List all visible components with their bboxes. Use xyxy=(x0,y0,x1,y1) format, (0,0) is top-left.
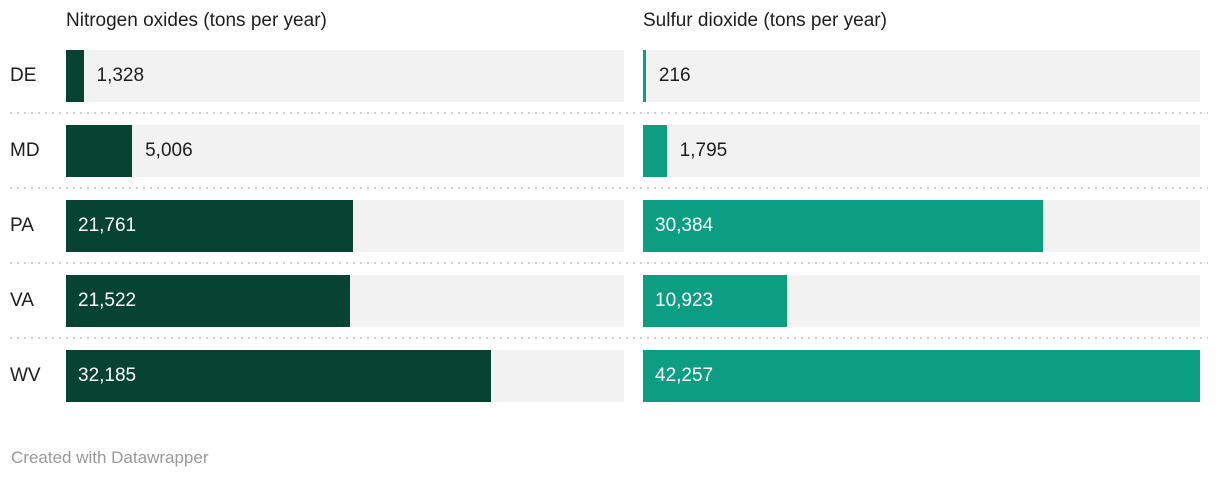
bar xyxy=(66,50,84,102)
bar xyxy=(643,350,1200,402)
datawrapper-credit: Created with Datawrapper xyxy=(11,448,209,467)
bar-track: 5,006 xyxy=(66,125,624,177)
chart-row-pa: PA 21,761 30,384 xyxy=(0,200,1220,252)
bar-value-label: 10,923 xyxy=(655,290,714,311)
bar-track: 21,522 xyxy=(66,275,624,327)
column-header-sulfur-dioxide: Sulfur dioxide (tons per year) xyxy=(643,10,887,31)
column-header-nitrogen-oxides: Nitrogen oxides (tons per year) xyxy=(66,10,327,31)
bar-track: 32,185 xyxy=(66,350,624,402)
bar-value-label: 42,257 xyxy=(655,365,714,386)
bar xyxy=(643,125,667,177)
chart-row-wv: WV 32,185 42,257 xyxy=(0,350,1220,402)
bar xyxy=(643,275,787,327)
row-separator xyxy=(10,187,1208,189)
split-bar-chart: Nitrogen oxides (tons per year) Sulfur d… xyxy=(0,8,1220,467)
row-label: PA xyxy=(10,215,34,236)
row-label: MD xyxy=(10,140,40,161)
row-label: VA xyxy=(10,290,34,311)
bar xyxy=(643,50,646,102)
chart-row-md: MD 5,006 1,795 xyxy=(0,125,1220,177)
chart-rows: DE 1,328 216 MD 5,006 1,795 PA 21,761 30,384 VA 21… xyxy=(0,50,1220,402)
bar-track: 216 xyxy=(643,50,1200,102)
bar xyxy=(66,275,351,327)
bar-value-label: 21,522 xyxy=(78,290,137,311)
bar xyxy=(643,200,1044,252)
row-label: WV xyxy=(10,365,41,386)
bar-value-label: 30,384 xyxy=(655,215,714,236)
bar xyxy=(66,200,354,252)
bar-track: 30,384 xyxy=(643,200,1200,252)
row-separator xyxy=(10,337,1208,339)
bar-value-label: 1,795 xyxy=(679,140,728,161)
bar-value-label: 1,328 xyxy=(96,65,145,86)
bar-track: 1,328 xyxy=(66,50,624,102)
bar-track: 42,257 xyxy=(643,350,1200,402)
row-label: DE xyxy=(10,65,37,86)
row-separator xyxy=(10,262,1208,264)
chart-row-de: DE 1,328 216 xyxy=(0,50,1220,102)
bar-track: 1,795 xyxy=(643,125,1200,177)
bar-track: 21,761 xyxy=(66,200,624,252)
bar xyxy=(66,125,133,177)
row-separator xyxy=(10,112,1208,114)
column-headers: Nitrogen oxides (tons per year) Sulfur d… xyxy=(0,8,1220,34)
bar-value-label: 32,185 xyxy=(78,365,137,386)
bar-track: 10,923 xyxy=(643,275,1200,327)
bar-value-label: 21,761 xyxy=(78,215,137,236)
bar xyxy=(66,350,491,402)
bar-value-label: 216 xyxy=(658,65,691,86)
bar-value-label: 5,006 xyxy=(145,140,193,161)
chart-row-va: VA 21,522 10,923 xyxy=(0,275,1220,327)
